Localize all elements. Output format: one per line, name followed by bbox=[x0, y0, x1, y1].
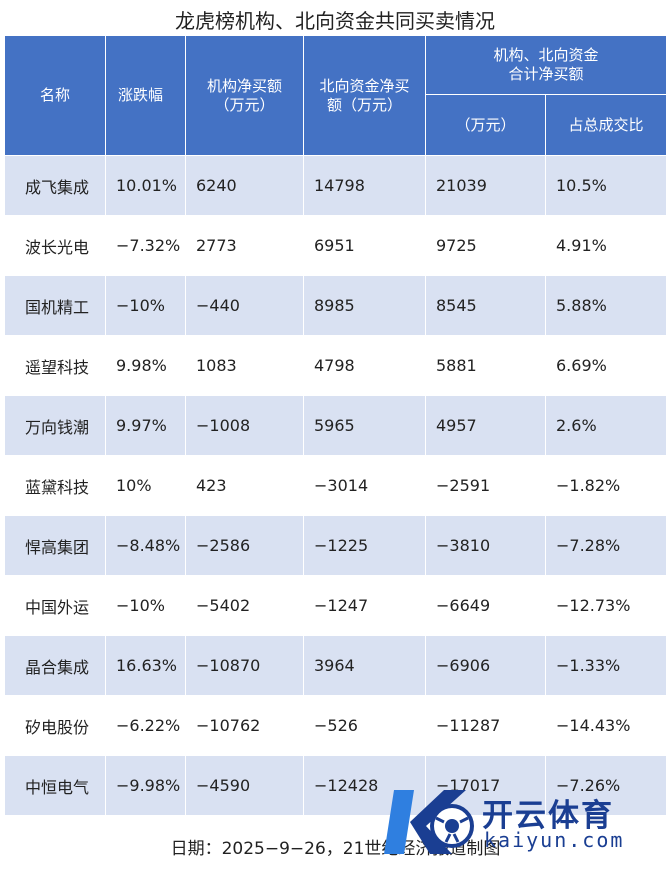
cell-north: −3014 bbox=[303, 455, 426, 516]
cell-ratio: 2.6% bbox=[544, 395, 668, 456]
cell-north: 14798 bbox=[303, 155, 426, 216]
table-row: 中国外运 −10% −5402 −1247 −6649 −12.73% bbox=[4, 575, 668, 636]
cell-north: 5965 bbox=[303, 395, 426, 456]
cell-name: 中恒电气 bbox=[4, 755, 106, 816]
header-change: 涨跌幅 bbox=[105, 35, 186, 156]
footer-row: 日期：2025−9−26，21世纪经济报道制图 bbox=[3, 815, 668, 877]
cell-north: 3964 bbox=[303, 635, 426, 696]
table-row: 悍高集团 −8.48% −2586 −1225 −3810 −7.28% bbox=[4, 515, 668, 576]
cell-name: 遥望科技 bbox=[4, 335, 106, 396]
table-row: 蓝黛科技 10% 423 −3014 −2591 −1.82% bbox=[4, 455, 668, 516]
header-ratio: 占总成交比 bbox=[544, 94, 668, 156]
cell-combined: −6906 bbox=[425, 635, 546, 696]
table-row: 国机精工 −10% −440 8985 8545 5.88% bbox=[4, 275, 668, 336]
cell-name: 晶合集成 bbox=[4, 635, 106, 696]
watermark-logo: 开云体育 kaiyun.com bbox=[370, 782, 660, 862]
cell-ratio: −1.82% bbox=[544, 455, 668, 516]
cell-change: −6.22% bbox=[105, 695, 186, 756]
cell-inst: −10762 bbox=[185, 695, 304, 756]
table-row: 遥望科技 9.98% 1083 4798 5881 6.69% bbox=[4, 335, 668, 396]
cell-north: −526 bbox=[303, 695, 426, 756]
cell-combined: −6649 bbox=[425, 575, 546, 636]
cell-inst: −1008 bbox=[185, 395, 304, 456]
cell-inst: −2586 bbox=[185, 515, 304, 576]
cell-inst: 423 bbox=[185, 455, 304, 516]
page-title: 龙虎榜机构、北向资金共同买卖情况 bbox=[175, 9, 495, 33]
cell-ratio: 4.91% bbox=[544, 215, 668, 276]
cell-ratio: 6.69% bbox=[544, 335, 668, 396]
cell-combined: 8545 bbox=[425, 275, 546, 336]
cell-combined: 5881 bbox=[425, 335, 546, 396]
data-table: 名称 涨跌幅 机构净买额 （万元） 北向资金净买 额（万元） 机构、北向资金 合计净买… bbox=[3, 35, 668, 877]
watermark-en: kaiyun.com bbox=[484, 828, 625, 852]
header-north: 北向资金净买 额（万元） bbox=[303, 35, 426, 156]
cell-north: 8985 bbox=[303, 275, 426, 336]
cell-change: 9.97% bbox=[105, 395, 186, 456]
header-combined-unit: （万元） bbox=[425, 94, 546, 156]
table-row: 万向钱潮 9.97% −1008 5965 4957 2.6% bbox=[4, 395, 668, 456]
cell-ratio: −14.43% bbox=[544, 695, 668, 756]
cell-combined: −3810 bbox=[425, 515, 546, 576]
table-row: 矽电股份 −6.22% −10762 −526 −11287 −14.43% bbox=[4, 695, 668, 756]
table-row: 成飞集成 10.01% 6240 14798 21039 10.5% bbox=[4, 155, 668, 216]
cell-name: 蓝黛科技 bbox=[4, 455, 106, 516]
cell-change: 10.01% bbox=[105, 155, 186, 216]
cell-north: −1247 bbox=[303, 575, 426, 636]
cell-combined: −2591 bbox=[425, 455, 546, 516]
cell-change: −10% bbox=[105, 275, 186, 336]
header-name: 名称 bbox=[4, 35, 106, 156]
cell-name: 万向钱潮 bbox=[4, 395, 106, 456]
cell-north: 6951 bbox=[303, 215, 426, 276]
cell-name: 成飞集成 bbox=[4, 155, 106, 216]
table-row: 中恒电气 −9.98% −4590 −12428 −17017 −7.26% bbox=[4, 755, 668, 816]
cell-ratio: 5.88% bbox=[544, 275, 668, 336]
cell-combined: 21039 bbox=[425, 155, 546, 216]
cell-name: 中国外运 bbox=[4, 575, 106, 636]
cell-north: −12428 bbox=[303, 755, 426, 816]
table-body: 成飞集成 10.01% 6240 14798 21039 10.5% 波长光电 −7.32% 2… bbox=[3, 155, 668, 877]
cell-ratio: 10.5% bbox=[544, 155, 668, 216]
cell-inst: −5402 bbox=[185, 575, 304, 636]
cell-name: 国机精工 bbox=[4, 275, 106, 336]
cell-inst: 6240 bbox=[185, 155, 304, 216]
cell-inst: 2773 bbox=[185, 215, 304, 276]
table-row: 晶合集成 16.63% −10870 3964 −6906 −1.33% bbox=[4, 635, 668, 696]
cell-inst: −4590 bbox=[185, 755, 304, 816]
footer-caption: 日期：2025−9−26，21世纪经济报道制图 bbox=[3, 815, 668, 877]
cell-change: −8.48% bbox=[105, 515, 186, 576]
cell-north: −1225 bbox=[303, 515, 426, 576]
header-combined: 机构、北向资金 合计净买额 bbox=[424, 35, 668, 95]
cell-ratio: −7.26% bbox=[544, 755, 668, 816]
cell-name: 波长光电 bbox=[4, 215, 106, 276]
cell-change: −10% bbox=[105, 575, 186, 636]
cell-combined: 9725 bbox=[425, 215, 546, 276]
cell-change: 9.98% bbox=[105, 335, 186, 396]
cell-change: 10% bbox=[105, 455, 186, 516]
kaiyun-logo-icon bbox=[384, 790, 474, 854]
cell-change: 16.63% bbox=[105, 635, 186, 696]
cell-north: 4798 bbox=[303, 335, 426, 396]
cell-name: 悍高集团 bbox=[4, 515, 106, 576]
header-inst: 机构净买额 （万元） bbox=[185, 35, 304, 156]
table-row: 波长光电 −7.32% 2773 6951 9725 4.91% bbox=[4, 215, 668, 276]
cell-name: 矽电股份 bbox=[4, 695, 106, 756]
cell-combined: 4957 bbox=[425, 395, 546, 456]
cell-inst: −10870 bbox=[185, 635, 304, 696]
cell-ratio: −12.73% bbox=[544, 575, 668, 636]
watermark-cn: 开云体育 bbox=[482, 798, 614, 834]
cell-inst: 1083 bbox=[185, 335, 304, 396]
cell-combined: −11287 bbox=[425, 695, 546, 756]
cell-change: −7.32% bbox=[105, 215, 186, 276]
cell-ratio: −7.28% bbox=[544, 515, 668, 576]
cell-change: −9.98% bbox=[105, 755, 186, 816]
cell-ratio: −1.33% bbox=[544, 635, 668, 696]
cell-inst: −440 bbox=[185, 275, 304, 336]
